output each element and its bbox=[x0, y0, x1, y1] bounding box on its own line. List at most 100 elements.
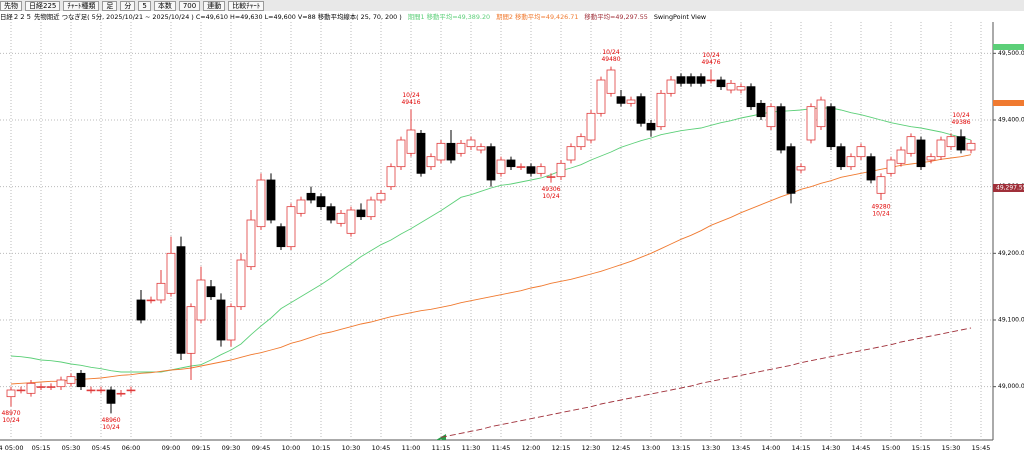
swing-price: 49306 bbox=[541, 186, 560, 193]
candle-body bbox=[96, 389, 106, 392]
badge-label: 49,297.55 bbox=[996, 185, 1024, 192]
candle-body bbox=[506, 159, 516, 168]
candle-body bbox=[206, 286, 216, 298]
swing-date: 10/24 bbox=[872, 211, 889, 218]
toolbar-item[interactable]: 日経225 bbox=[25, 0, 61, 11]
x-tick-label: 15:00 bbox=[882, 444, 901, 452]
x-tick-label: 13:45 bbox=[732, 444, 751, 452]
candle-body bbox=[546, 176, 556, 178]
x-tick-label: 06:00 bbox=[122, 444, 141, 452]
x-tick-label: 10:30 bbox=[342, 444, 361, 452]
x-tick-label: 12:30 bbox=[582, 444, 601, 452]
x-tick-label: 12:00 bbox=[522, 444, 541, 452]
candle-body bbox=[956, 136, 966, 151]
candle-body bbox=[556, 162, 566, 178]
candle-body bbox=[376, 192, 386, 201]
candle-body bbox=[156, 282, 166, 301]
candle-body bbox=[326, 206, 336, 221]
candle-body bbox=[446, 142, 456, 161]
x-tick-label: 12:15 bbox=[552, 444, 571, 452]
candle-body bbox=[76, 372, 86, 388]
swing-price: 49476 bbox=[701, 59, 720, 66]
y-tick-label: 49,200.00 bbox=[998, 250, 1024, 257]
x-tick-label: 12:45 bbox=[612, 444, 631, 452]
candle-body bbox=[586, 112, 596, 141]
toolbar: 先物 日経225 ﾁｬｰﾄ種類足分 5 本数 700 連動 比較ﾁｬｰﾄ bbox=[0, 0, 1024, 11]
x-tick-label: 05:45 bbox=[92, 444, 111, 452]
candle-body bbox=[626, 99, 636, 104]
candle-body bbox=[66, 376, 76, 384]
swing-date: 10/24 bbox=[2, 417, 19, 424]
candle-body bbox=[946, 136, 956, 148]
y-tick-label: 49,400.00 bbox=[998, 117, 1024, 124]
candle-body bbox=[686, 76, 696, 84]
toolbar-item[interactable]: 足 bbox=[102, 0, 118, 11]
candle-body bbox=[866, 156, 876, 181]
candle-body bbox=[236, 259, 246, 308]
candle-body bbox=[286, 206, 296, 248]
x-tick-label: 11:15 bbox=[432, 444, 451, 452]
badge bbox=[993, 44, 1024, 50]
toolbar-item[interactable]: 比較ﾁｬｰﾄ bbox=[228, 0, 265, 11]
swing-price: 48970 bbox=[1, 410, 20, 417]
x-tick-label: 14:30 bbox=[822, 444, 841, 452]
candle-body bbox=[216, 299, 226, 341]
legend-entry: 移動平均=49,297.55 bbox=[584, 13, 648, 21]
toolbar-item[interactable]: ﾁｬｰﾄ種類 bbox=[63, 0, 100, 11]
candle-body bbox=[106, 389, 116, 404]
swing-date: 10/24 bbox=[952, 112, 969, 119]
candle-body bbox=[806, 106, 816, 141]
swing-price: 49416 bbox=[401, 99, 420, 106]
legend-entry: 期間2 移動平均=49,426.71 bbox=[496, 13, 579, 21]
x-tick-label: 09:45 bbox=[252, 444, 271, 452]
swing-price: 49386 bbox=[951, 119, 970, 126]
toolbar-item[interactable]: 700 bbox=[178, 0, 201, 11]
candle-body bbox=[646, 122, 656, 131]
toolbar-item[interactable]: 先物 bbox=[0, 0, 22, 11]
x-tick-label: 11:45 bbox=[492, 444, 511, 452]
candle-body bbox=[436, 142, 446, 161]
toolbar-item[interactable]: 本数 bbox=[153, 0, 176, 11]
x-tick-label: 15:15 bbox=[912, 444, 931, 452]
candle-body bbox=[246, 219, 256, 268]
x-tick-label: 10:45 bbox=[372, 444, 391, 452]
x-tick-label: 09:30 bbox=[222, 444, 241, 452]
candle-body bbox=[696, 76, 706, 84]
badge bbox=[993, 184, 1024, 192]
candle-body bbox=[816, 99, 826, 128]
candle-body bbox=[346, 209, 356, 234]
candle-body bbox=[916, 139, 926, 168]
candle-body bbox=[306, 192, 316, 201]
candle-body bbox=[516, 166, 526, 168]
candle-body bbox=[706, 79, 716, 82]
candle-body bbox=[876, 176, 886, 194]
candle-body bbox=[26, 382, 36, 394]
moving-average-line bbox=[440, 327, 972, 438]
swing-price: 49280 bbox=[871, 204, 890, 211]
candle-body bbox=[746, 86, 756, 108]
candle-body bbox=[256, 179, 266, 228]
x-tick-label: 09:15 bbox=[192, 444, 211, 452]
candle-body bbox=[496, 159, 506, 174]
candle-body bbox=[266, 179, 276, 221]
candle-body bbox=[166, 252, 176, 294]
x-tick-label: 10:00 bbox=[282, 444, 301, 452]
candle-body bbox=[526, 166, 536, 174]
chart-info: 日経２２５ 先物期近 つなぎ足( 5分, 2025/10/21 ~ 2025/1… bbox=[0, 13, 402, 21]
toolbar-item[interactable]: 連動 bbox=[203, 0, 226, 11]
candle-body bbox=[366, 199, 376, 218]
x-tick-label: 13:15 bbox=[672, 444, 691, 452]
swing-date: 10/24 bbox=[102, 424, 119, 431]
candle-body bbox=[636, 96, 646, 124]
candle-body bbox=[596, 79, 606, 114]
candle-body bbox=[426, 156, 436, 168]
candle-body bbox=[606, 69, 616, 94]
toolbar-item[interactable]: 5 bbox=[138, 0, 151, 11]
x-tick-label: 15:45 bbox=[972, 444, 991, 452]
candle-body bbox=[16, 389, 26, 392]
x-tick-label: 14:45 bbox=[852, 444, 871, 452]
candle-body bbox=[406, 129, 416, 154]
toolbar-item[interactable]: 分 bbox=[120, 0, 136, 11]
swing-date: 10/24 bbox=[602, 49, 619, 56]
candle-body bbox=[386, 166, 396, 188]
